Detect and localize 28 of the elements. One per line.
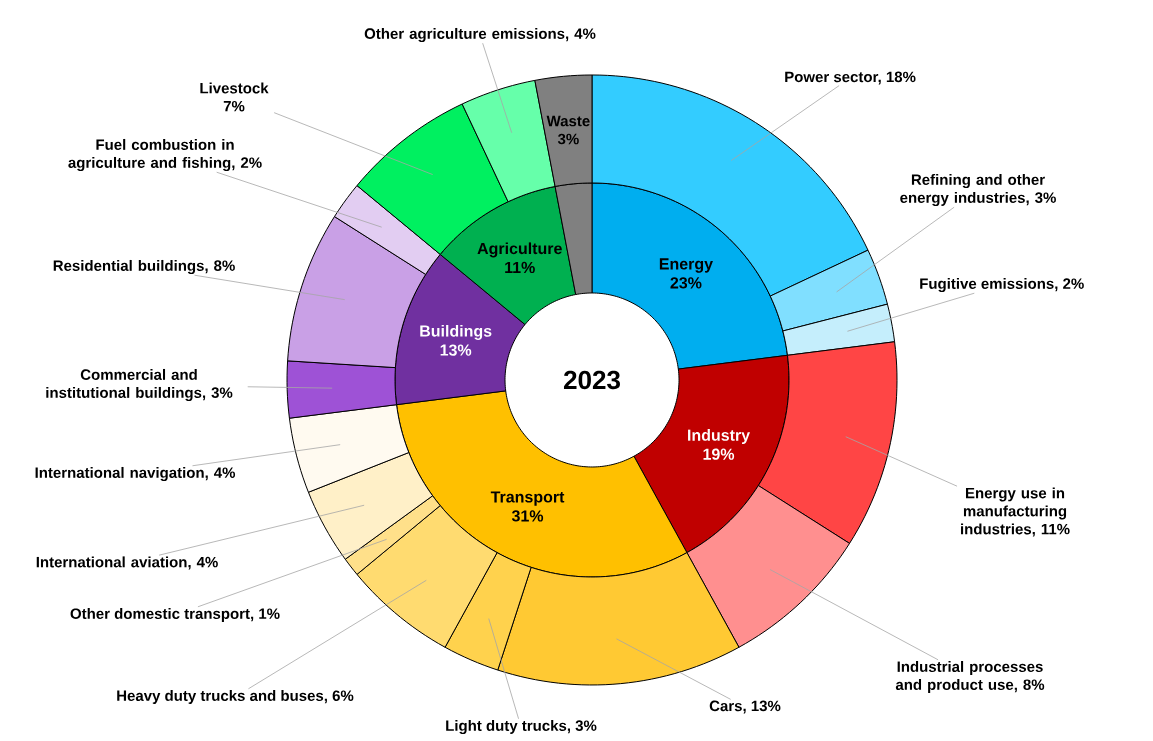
- slice-label: Industry: [688, 429, 751, 444]
- slice-label: Fuel combustion in agriculture and fishing, 2%: [68, 138, 262, 172]
- slice-label: Livestock 7%: [200, 82, 269, 112]
- text: 2023: [563, 370, 620, 390]
- slice-label: Transport: [490, 491, 565, 506]
- slice-label: Fugitive emissions, 2%: [920, 277, 1084, 293]
- data-label: 23%: [670, 277, 702, 289]
- slice-label: International aviation, 4%: [36, 556, 218, 570]
- slice-label: Waste 3%: [546, 115, 590, 145]
- data-label: 11%: [505, 261, 535, 274]
- slice-label: Other domestic transport, 1%: [70, 607, 280, 622]
- slice-label: Residential buildings, 8%: [53, 259, 235, 275]
- slice-label: Commercial and institutional buildings, 3%: [46, 368, 233, 402]
- slice-label: International navigation, 4%: [35, 466, 236, 482]
- slice-label: Energy: [659, 258, 713, 273]
- slice-label: Industrial processes and product use, 8%: [895, 660, 1045, 693]
- slice-label: Heavy duty trucks and buses, 6%: [117, 689, 354, 704]
- slice-label: Buildings: [420, 324, 492, 340]
- slice-label: Other agriculture emissions, 4%: [364, 27, 596, 43]
- slice-label: Refining and other energy industries, 3%: [900, 173, 1056, 207]
- slice-label: Power sector, 18%: [785, 71, 916, 85]
- slice-label: Cars, 13%: [709, 700, 781, 714]
- slice-label: Energy use in manufacturing industries, 11%: [961, 487, 1070, 537]
- slice-label: Light duty trucks, 3%: [446, 719, 597, 735]
- data-label: 31%: [511, 510, 544, 522]
- data-label: 13%: [440, 344, 472, 356]
- data-label: 19%: [703, 448, 735, 460]
- slice-label: Agriculture: [477, 242, 562, 258]
